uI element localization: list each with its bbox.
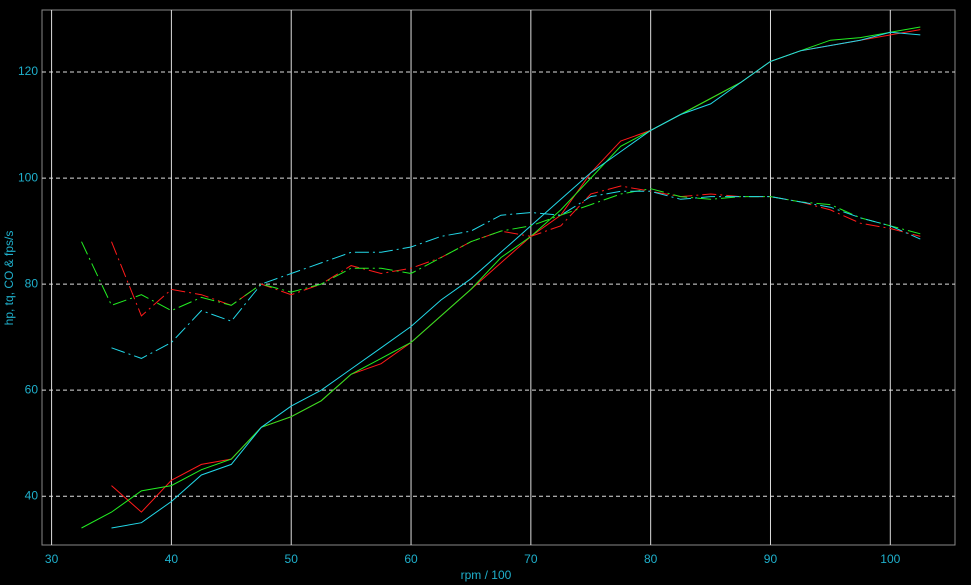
x-tick-label: 40 xyxy=(165,552,179,566)
y-tick-label: 40 xyxy=(25,488,39,502)
y-tick-label: 60 xyxy=(25,382,39,396)
series-line xyxy=(81,26,921,529)
x-tick-label: 90 xyxy=(764,552,778,566)
x-tick-label: 80 xyxy=(644,552,658,566)
series-line xyxy=(111,185,921,317)
series-line xyxy=(111,190,921,359)
series-line xyxy=(81,188,921,312)
y-tick-label: 100 xyxy=(18,170,38,184)
x-tick-label: 30 xyxy=(45,552,59,566)
x-tick-label: 50 xyxy=(285,552,299,566)
plot-frame xyxy=(41,9,956,546)
y-tick-label: 120 xyxy=(18,64,38,78)
series-line xyxy=(111,29,921,513)
x-axis-title: rpm / 100 xyxy=(461,568,512,582)
series-line xyxy=(111,31,921,529)
y-tick-label: 80 xyxy=(25,276,39,290)
x-tick-label: 70 xyxy=(524,552,538,566)
x-tick-label: 100 xyxy=(880,552,900,566)
x-tick-label: 60 xyxy=(404,552,418,566)
y-axis-title: hp, tq, CO & fps/s xyxy=(2,231,16,326)
